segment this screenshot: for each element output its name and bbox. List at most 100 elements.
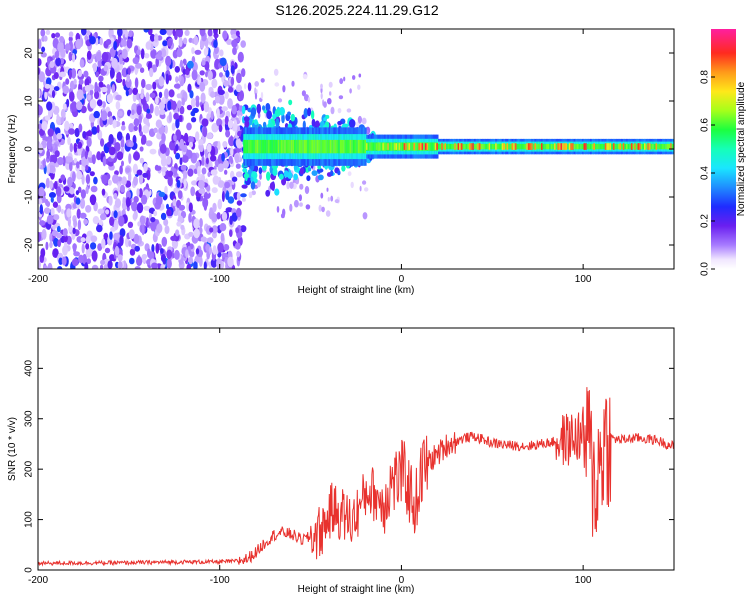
spectrogram-noise-cell <box>38 159 41 169</box>
spectrogram-signal-cell <box>287 171 293 179</box>
spectrogram-noise-cell <box>204 148 208 159</box>
spectrogram-noise-cell <box>166 209 172 217</box>
spectrogram-noise-cell <box>190 136 194 144</box>
spectrogram-noise-cell <box>203 101 210 113</box>
spectrogram-noise-cell <box>185 69 190 76</box>
spectrogram-peak-cell <box>647 143 650 150</box>
spectrogram-noise-cell <box>178 75 182 82</box>
spectrogram-peak-cell <box>488 143 492 150</box>
spectrogram-noise-cell <box>117 254 123 262</box>
spectrogram-tone-cell <box>645 143 648 150</box>
spectrogram-tone-cell <box>498 143 501 150</box>
spectrogram-noise-cell <box>138 173 144 185</box>
spectrogram-tone-cell <box>596 143 599 150</box>
spectrogram-noise-cell <box>191 180 198 186</box>
spectrogram-noise-cell <box>109 231 113 240</box>
spectrogram-tone-cell <box>591 143 594 150</box>
spectrogram-noise-cell <box>218 94 225 105</box>
spectrogram-noise-cell <box>274 82 280 87</box>
spectrogram-tone-cell <box>388 142 392 151</box>
spectrogram-tone-cell <box>298 139 302 154</box>
spectrogram-noise-cell <box>207 171 211 178</box>
spectrogram-noise-cell <box>236 72 242 84</box>
spectrogram-noise-cell <box>195 131 200 142</box>
spectrogram-tone-cell <box>341 139 344 154</box>
spectrogram-noise-cell <box>142 172 149 178</box>
spectrogram-noise-cell <box>119 235 124 247</box>
spectrogram-noise-cell <box>334 199 340 204</box>
spectrogram-tone-cell <box>544 143 547 150</box>
spectrogram-noise-cell <box>141 253 148 260</box>
y-tick-label: 0 <box>24 567 35 573</box>
spectrogram-peak-cell <box>393 143 397 150</box>
spectrogram-tone-cell <box>400 142 403 151</box>
x-tick-label: 0 <box>399 274 405 285</box>
spectrogram-signal-cell <box>293 173 298 181</box>
spectrogram-peak-cell <box>639 143 642 150</box>
spectrogram-noise-cell <box>172 198 177 207</box>
spectrogram-noise-cell <box>178 204 186 211</box>
spectrogram-noise-cell <box>116 71 122 82</box>
spectrogram-noise-cell <box>38 58 42 67</box>
spectrogram-noise-cell <box>47 128 54 137</box>
spectrogram-signal-cell <box>311 118 316 127</box>
spectrogram-noise-cell <box>227 119 234 129</box>
spectrogram-noise-cell <box>155 195 163 206</box>
spectrogram-noise-cell <box>60 108 66 119</box>
spectrogram-tone-cell <box>279 139 282 154</box>
spectrogram-noise-cell <box>45 241 49 251</box>
spectrogram-tone-cell <box>303 139 306 154</box>
spectrogram-tone-cell <box>254 139 257 154</box>
spectrogram-tone-cell <box>621 143 624 150</box>
spectrogram-noise-cell <box>139 215 146 226</box>
spectrogram-tone-cell <box>323 139 326 154</box>
spectrogram-noise-cell <box>49 241 53 248</box>
spectrogram-noise-cell <box>225 207 233 213</box>
spectrogram-noise-cell <box>73 142 78 153</box>
spectrogram-noise-cell <box>57 239 62 248</box>
spectrogram-noise-cell <box>186 202 190 212</box>
spectrogram-noise-cell <box>139 67 145 73</box>
spectrogram-noise-cell <box>119 54 123 65</box>
spectrogram-noise-cell <box>193 261 198 269</box>
spectrogram-tone-cell <box>586 143 589 150</box>
spectrogram-noise-cell <box>213 29 218 36</box>
spectrogram-peak-cell <box>424 143 428 150</box>
spectrogram-tone-cell <box>316 139 320 154</box>
spectrogram-noise-cell <box>229 135 234 147</box>
spectrogram-noise-cell <box>207 35 213 43</box>
spectrogram-noise-cell <box>100 259 106 266</box>
spectrogram-tone-cell <box>547 143 550 150</box>
spectrogram-noise-cell <box>86 137 92 148</box>
spectrogram-noise-cell <box>113 192 118 200</box>
spectrogram-signal-cell <box>267 122 273 129</box>
spectrogram-noise-cell <box>120 184 125 193</box>
spectrogram-noise-cell <box>49 233 53 243</box>
spectrogram-tone-cell <box>292 139 295 154</box>
spectrogram-tone-cell <box>475 143 478 150</box>
spectrogram-noise-cell <box>53 181 58 190</box>
y-tick-label: 100 <box>24 511 35 528</box>
spectrogram-noise-cell <box>119 228 126 238</box>
spectrogram-noise-cell <box>109 216 115 226</box>
spectrogram-noise-cell <box>158 91 163 99</box>
spectrogram-noise-cell <box>194 49 202 55</box>
spectrogram-noise-cell <box>46 214 54 225</box>
spectrogram-noise-cell <box>60 208 64 215</box>
spectrogram-noise-cell <box>238 114 242 121</box>
spectrogram-tone-cell <box>331 139 334 154</box>
spectrogram-noise-cell <box>212 202 217 213</box>
spectrogram-noise-cell <box>210 110 214 120</box>
spectrogram-noise-cell <box>328 81 333 88</box>
spectrogram-tone-cell <box>259 139 262 154</box>
spectrogram-noise-cell <box>329 91 332 96</box>
spectrogram-tone-cell <box>249 139 253 154</box>
spectrogram-peak-cell <box>563 143 567 150</box>
spectrogram-noise-cell <box>91 250 98 262</box>
spectrogram-signal-cell <box>262 121 267 128</box>
spectrogram-noise-cell <box>128 140 134 148</box>
spectrogram-noise-cell <box>57 266 63 269</box>
spectrogram-noise-cell <box>289 203 293 212</box>
spectrogram-noise-cell <box>41 121 48 131</box>
spectrogram-noise-cell <box>152 81 157 90</box>
